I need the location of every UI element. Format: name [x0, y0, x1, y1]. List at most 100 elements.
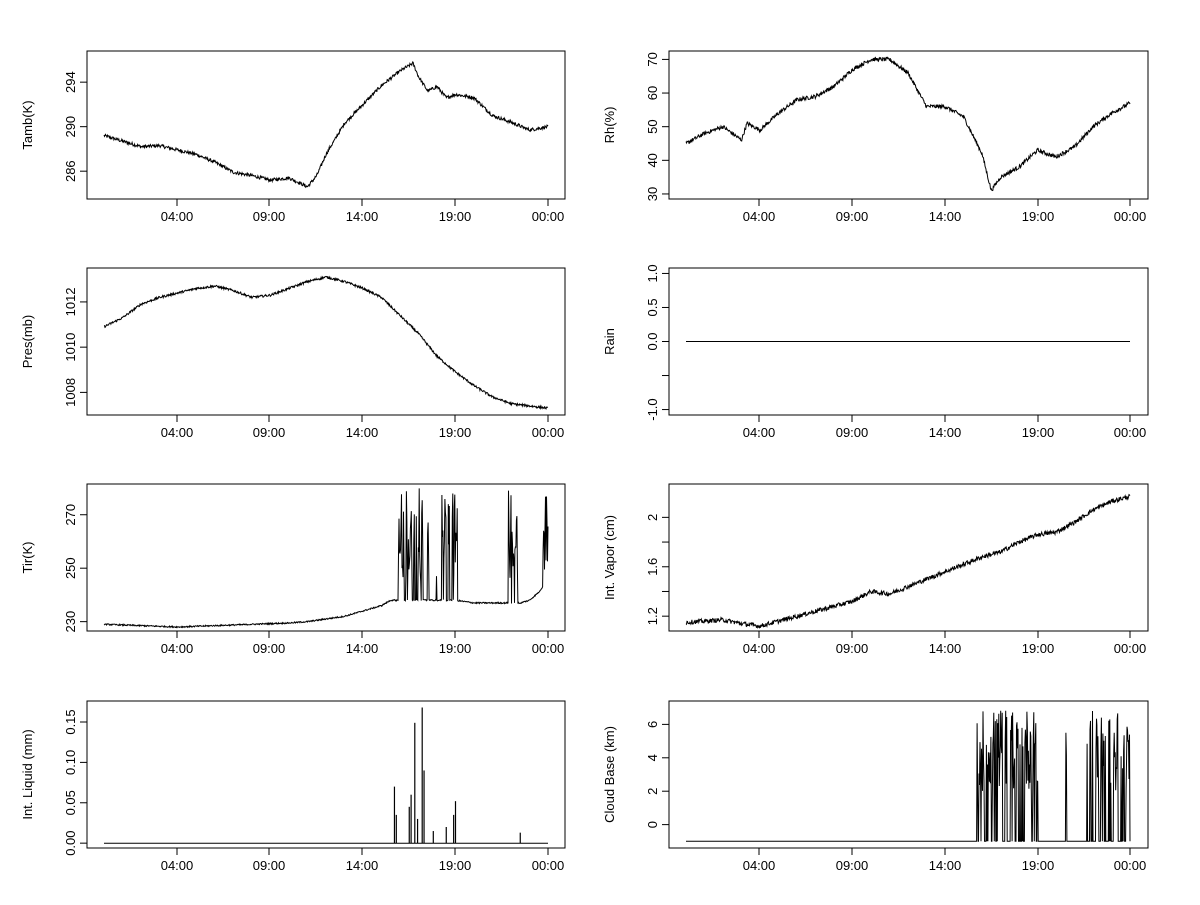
panel-6: 04:00 09:00 14:00 19:00 00:00 1.2 1.6 2 Int. Vap… [602, 483, 1149, 656]
x-tick-label: 09:00 [253, 641, 286, 656]
y-tick-label: 294 [63, 71, 78, 93]
x-tick-label: 04:00 [161, 641, 194, 656]
x-tick-label: 00:00 [1114, 641, 1147, 656]
x-tick-label: 09:00 [836, 209, 869, 224]
plot-frame [86, 700, 566, 849]
series-line [103, 488, 549, 629]
y-axis-title: Rh(%) [602, 107, 617, 144]
x-tick-label: 04:00 [743, 641, 776, 656]
x-tick-label: 19:00 [1022, 425, 1055, 440]
panel-4: 04:00 09:00 14:00 19:00 00:00 -1.0 0.0 0.5 1.0 Ra… [602, 264, 1149, 440]
x-tick-label: 19:00 [1022, 858, 1055, 873]
plot-frame [86, 483, 566, 632]
panel-3: 04:00 09:00 14:00 19:00 00:00 1008 1010 1012 Pre… [20, 267, 566, 440]
y-tick-label: 2 [645, 788, 660, 795]
plot-frame [668, 700, 1149, 849]
y-axis-title: Tamb(K) [20, 100, 35, 149]
plot-frame [668, 483, 1149, 632]
x-tick-label: 04:00 [161, 209, 194, 224]
x-tick-label: 00:00 [532, 858, 565, 873]
y-tick-label: 6 [645, 721, 660, 728]
x-tick-label: 09:00 [836, 641, 869, 656]
y-tick-label: 1.2 [645, 607, 660, 625]
y-axis-title: Int. Liquid (mm) [20, 729, 35, 819]
y-tick-label: -1.0 [645, 398, 660, 420]
plot-frame [86, 50, 566, 200]
panel-1: 04:00 09:00 14:00 19:00 00:00 286 290 294 Tamb(K… [20, 50, 566, 224]
y-tick-label: 1010 [63, 333, 78, 362]
y-tick-label: 230 [63, 611, 78, 633]
y-tick-label: 0.00 [63, 830, 78, 855]
y-tick-label: 0.05 [63, 790, 78, 815]
y-tick-label: 60 [645, 86, 660, 100]
y-tick-label: 0.0 [645, 332, 660, 350]
series-line [686, 710, 1131, 842]
x-tick-label: 04:00 [743, 858, 776, 873]
y-tick-label: 0.10 [63, 750, 78, 775]
y-tick-label: 4 [645, 754, 660, 761]
series-line [103, 60, 549, 189]
series-line [685, 493, 1131, 630]
x-tick-label: 19:00 [1022, 209, 1055, 224]
y-tick-label: 270 [63, 504, 78, 526]
series-line [103, 275, 549, 411]
panel-8: 04:00 09:00 14:00 19:00 00:00 0 2 4 6 Cloud Base … [602, 700, 1149, 873]
series-line [685, 56, 1131, 192]
x-tick-label: 04:00 [161, 858, 194, 873]
y-tick-label: 30 [645, 187, 660, 201]
x-tick-label: 14:00 [346, 641, 379, 656]
y-tick-label: 0.5 [645, 298, 660, 316]
y-tick-label: 40 [645, 153, 660, 167]
x-tick-label: 04:00 [161, 425, 194, 440]
x-tick-label: 00:00 [532, 425, 565, 440]
panel-7: 04:00 09:00 14:00 19:00 00:00 0.00 0.05 0.10 0.1… [20, 700, 566, 873]
plot-frame [668, 50, 1149, 200]
x-tick-label: 19:00 [439, 858, 472, 873]
x-tick-label: 19:00 [439, 209, 472, 224]
x-tick-label: 14:00 [346, 209, 379, 224]
y-axis-title: Int. Vapor (cm) [602, 515, 617, 600]
y-tick-label: 2 [645, 514, 660, 521]
x-tick-label: 00:00 [1114, 209, 1147, 224]
x-tick-label: 19:00 [439, 425, 472, 440]
x-tick-label: 00:00 [1114, 425, 1147, 440]
x-tick-label: 14:00 [346, 858, 379, 873]
y-tick-label: 286 [63, 160, 78, 182]
x-tick-label: 09:00 [836, 858, 869, 873]
x-tick-label: 14:00 [346, 425, 379, 440]
panel-5: 04:00 09:00 14:00 19:00 00:00 230 250 270 Tir(K) [20, 483, 566, 656]
y-tick-label: 1.0 [645, 264, 660, 282]
x-tick-label: 04:00 [743, 209, 776, 224]
x-tick-label: 09:00 [253, 209, 286, 224]
x-tick-label: 00:00 [532, 641, 565, 656]
x-tick-label: 09:00 [836, 425, 869, 440]
y-tick-label: 1012 [63, 287, 78, 316]
y-axis-title: Rain [602, 328, 617, 355]
y-tick-label: 0 [645, 821, 660, 828]
y-axis-title: Pres(mb) [20, 315, 35, 368]
y-tick-label: 50 [645, 119, 660, 133]
y-axis-title: Cloud Base (km) [602, 726, 617, 823]
y-tick-label: 1.6 [645, 558, 660, 576]
y-tick-label: 0.15 [63, 709, 78, 734]
x-tick-label: 19:00 [439, 641, 472, 656]
y-tick-label: 70 [645, 52, 660, 66]
x-tick-label: 00:00 [1114, 858, 1147, 873]
x-tick-label: 14:00 [929, 858, 962, 873]
x-tick-label: 04:00 [743, 425, 776, 440]
panel-2: 04:00 09:00 14:00 19:00 00:00 30 40 50 60 70 Rh(%) [602, 50, 1149, 224]
x-tick-label: 19:00 [1022, 641, 1055, 656]
x-tick-label: 09:00 [253, 858, 286, 873]
y-tick-label: 290 [63, 116, 78, 138]
y-tick-label: 1008 [63, 378, 78, 407]
x-tick-label: 14:00 [929, 425, 962, 440]
y-axis-title: Tir(K) [20, 541, 35, 573]
y-tick-label: 250 [63, 557, 78, 579]
plot-frame [86, 267, 566, 416]
x-tick-label: 09:00 [253, 425, 286, 440]
x-tick-label: 14:00 [929, 209, 962, 224]
x-tick-label: 00:00 [532, 209, 565, 224]
x-tick-label: 14:00 [929, 641, 962, 656]
